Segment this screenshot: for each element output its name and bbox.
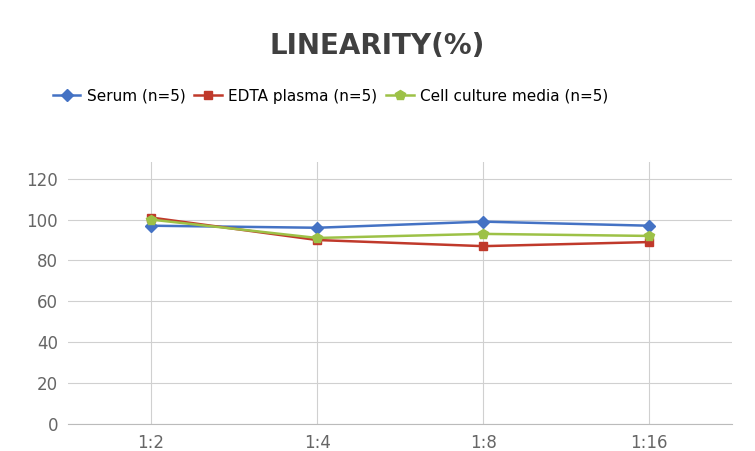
Cell culture media (n=5) bbox=[479, 231, 488, 237]
Line: Serum (n=5): Serum (n=5) bbox=[146, 217, 654, 232]
Line: EDTA plasma (n=5): EDTA plasma (n=5) bbox=[146, 213, 654, 250]
Serum (n=5) bbox=[479, 219, 488, 224]
Cell culture media (n=5) bbox=[146, 217, 156, 222]
Legend: Serum (n=5), EDTA plasma (n=5), Cell culture media (n=5): Serum (n=5), EDTA plasma (n=5), Cell cul… bbox=[53, 89, 609, 104]
Serum (n=5) bbox=[645, 223, 654, 228]
Text: LINEARITY(%): LINEARITY(%) bbox=[270, 32, 485, 60]
Serum (n=5) bbox=[313, 225, 322, 230]
Line: Cell culture media (n=5): Cell culture media (n=5) bbox=[146, 215, 654, 243]
Cell culture media (n=5) bbox=[645, 233, 654, 239]
Cell culture media (n=5) bbox=[313, 235, 322, 241]
EDTA plasma (n=5) bbox=[146, 215, 156, 220]
EDTA plasma (n=5) bbox=[645, 239, 654, 245]
Serum (n=5) bbox=[146, 223, 156, 228]
EDTA plasma (n=5) bbox=[313, 237, 322, 243]
EDTA plasma (n=5) bbox=[479, 244, 488, 249]
